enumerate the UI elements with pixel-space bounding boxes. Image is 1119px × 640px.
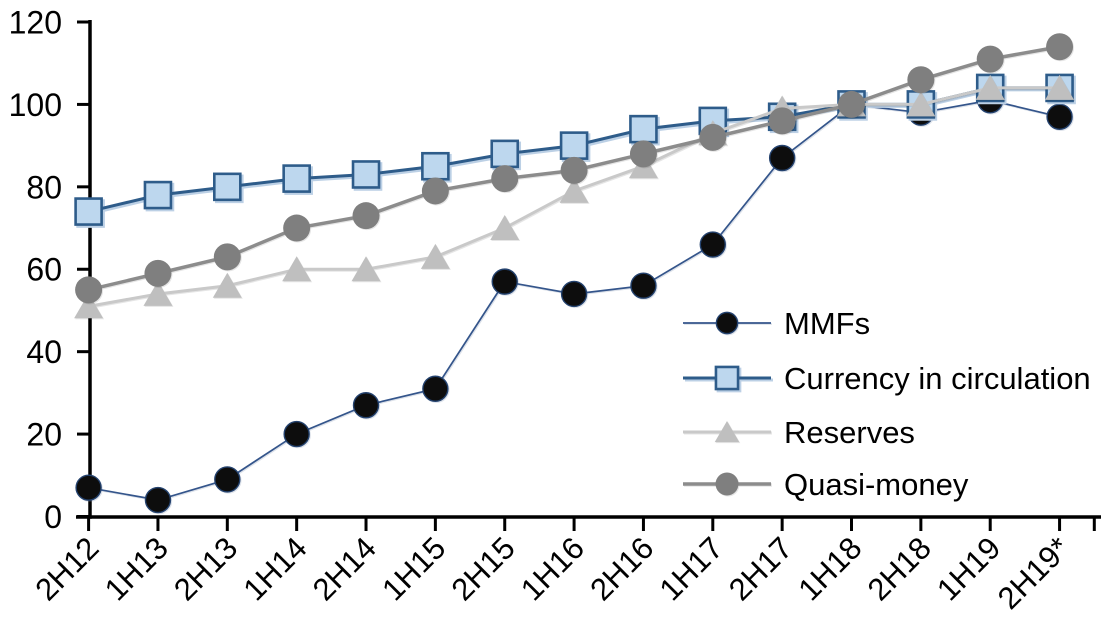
data-point-marker [490, 215, 520, 241]
series-quasi-money [75, 33, 1074, 304]
x-tick-label: 2H18 [861, 530, 938, 607]
data-point-marker [630, 272, 657, 299]
data-point-marker [352, 202, 380, 230]
x-tick-label: 2H17 [722, 530, 799, 607]
y-tick-label: 40 [26, 334, 62, 370]
x-tick-label: 1H18 [791, 530, 868, 607]
data-point-marker [975, 74, 1005, 100]
data-point-marker [629, 140, 657, 168]
data-point-marker [768, 107, 796, 135]
y-tick-label: 120 [9, 5, 62, 41]
data-point-marker [74, 293, 104, 319]
x-tick-label: 1H13 [98, 530, 175, 607]
data-point-marker [715, 472, 739, 496]
data-point-marker [421, 151, 450, 181]
legend-glyphs [683, 311, 771, 496]
x-tick-label: 1H16 [514, 530, 591, 607]
data-point-marker [491, 268, 518, 295]
y-axis-labels: 0 20 40 60 80 100 120 [9, 5, 62, 536]
legend: MMFs Currency in circulation Reserves Qu… [683, 306, 1091, 502]
x-tick-label: 1H17 [653, 530, 730, 607]
data-point-marker [629, 114, 658, 144]
legend-label-currency: Currency in circulation [784, 361, 1091, 396]
data-point-marker [213, 243, 241, 271]
legend-item-glyph [683, 311, 771, 335]
x-tick-label: 2H13 [167, 530, 244, 607]
data-point-marker [1046, 33, 1074, 61]
x-tick-label: 1H14 [236, 530, 313, 607]
data-point-marker [144, 259, 172, 287]
data-point-marker [907, 66, 935, 94]
data-point-marker [699, 123, 727, 151]
data-point-marker [214, 466, 241, 493]
data-point-marker [490, 139, 520, 169]
data-point-marker [906, 91, 936, 117]
series-layer [74, 33, 1075, 514]
data-point-marker [282, 256, 312, 282]
data-point-marker [421, 177, 449, 205]
data-point-marker [838, 90, 866, 118]
data-point-marker [714, 365, 740, 391]
data-point-marker [491, 165, 519, 193]
legend-item-glyph [683, 420, 771, 443]
data-point-marker [1045, 74, 1075, 100]
data-point-marker [422, 375, 449, 402]
x-tick-label: 2H19* [991, 530, 1077, 616]
x-tick-label: 2H16 [583, 530, 660, 607]
data-point-marker [75, 276, 103, 304]
y-tick-label: 20 [26, 417, 62, 453]
data-point-marker [699, 231, 726, 258]
x-tick-label: 2H15 [445, 530, 522, 607]
legend-label-reserves: Reserves [784, 415, 915, 450]
y-tick-label: 0 [44, 499, 62, 535]
data-point-marker [1046, 103, 1073, 130]
y-tick-label: 60 [26, 252, 62, 288]
x-tick-label: 1H15 [375, 530, 452, 607]
legend-label-quasi: Quasi-money [784, 467, 969, 502]
data-point-marker [212, 272, 242, 298]
data-point-marker [143, 280, 173, 306]
data-point-marker [143, 180, 173, 210]
y-tick-label: 100 [9, 87, 62, 123]
data-point-marker [420, 243, 450, 269]
data-point-marker [352, 392, 380, 419]
data-point-marker [560, 156, 588, 184]
axes [76, 20, 1101, 531]
legend-label-mmfs: MMFs [784, 306, 870, 341]
legend-item-glyph [683, 365, 771, 391]
data-point-marker [74, 197, 103, 226]
data-point-marker [283, 214, 311, 242]
data-point-marker [559, 177, 589, 203]
data-point-marker [283, 420, 310, 448]
y-tick-label: 80 [26, 169, 62, 205]
x-axis-labels: 2H12 1H13 2H13 1H14 2H14 1H15 2H15 1H16 … [28, 530, 1076, 616]
data-point-marker [559, 131, 589, 160]
legend-item-glyph [683, 472, 771, 496]
data-point-marker [715, 311, 739, 335]
data-point-marker [213, 172, 242, 202]
data-point-marker [976, 45, 1004, 73]
data-point-marker [560, 280, 588, 308]
data-point-marker [351, 256, 381, 282]
data-point-marker [714, 420, 740, 443]
data-point-marker [768, 144, 796, 172]
data-point-marker [282, 164, 311, 193]
data-point-marker [75, 474, 102, 501]
x-tick-label: 2H14 [306, 530, 383, 607]
data-point-marker [144, 486, 172, 514]
data-point-marker [351, 160, 381, 189]
x-tick-label: 2H12 [28, 530, 105, 607]
